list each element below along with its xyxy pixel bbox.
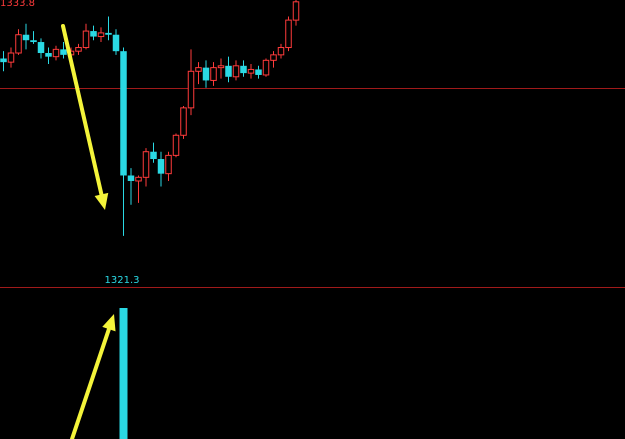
candle-body [270,54,277,61]
arrow-shaft [70,327,111,439]
candle-body [37,42,45,54]
candle-body [210,67,217,81]
candle-17 [127,168,135,205]
candle-12 [90,25,97,41]
volume-bar-16 [119,308,128,439]
candle-18 [135,175,142,203]
candle-body [285,19,292,49]
candle-38 [285,16,292,52]
candle-body [60,49,67,55]
candle-11 [82,23,90,50]
candle-6 [45,47,52,64]
low-price-label: 1321.3 [105,275,140,286]
candle-30 [225,56,232,83]
price-candles [0,0,300,236]
candle-body [255,69,262,75]
candle-body [15,34,22,54]
arrow-head [102,314,116,332]
candle-8 [60,42,67,59]
candle-32 [240,60,247,77]
candle-1 [7,47,15,68]
candle-39 [292,0,300,26]
candle-4 [30,31,37,44]
candle-26 [195,62,202,85]
candle-7 [52,45,60,61]
candle-33 [247,63,255,79]
candle-body [127,175,135,181]
candle-body [165,154,172,175]
candle-body [172,134,180,156]
candle-body [247,68,255,74]
candle-19 [142,148,150,187]
candle-35 [262,58,270,77]
candle-10 [75,43,82,55]
candle-14 [105,16,112,41]
candle-24 [180,106,187,139]
candle-body [82,30,90,49]
candle-body [142,151,150,178]
candle-body [52,48,60,58]
annotation-arrows [61,24,116,439]
candle-27 [202,60,210,88]
candle-31 [232,60,240,81]
candle-20 [150,142,157,163]
candle-body [277,47,285,56]
candle-body [157,159,165,174]
candle-29 [217,58,225,79]
candle-body [135,176,142,182]
candle-body [97,32,105,38]
candle-body [7,52,15,63]
candle-body [262,59,270,76]
candle-body [90,31,97,37]
candle-23 [172,133,180,158]
candle-body [30,40,37,43]
candle-body [22,34,30,41]
candle-body [180,107,187,136]
candle-25 [187,49,195,116]
arrow-to-volume [70,314,116,439]
candle-body [187,70,195,109]
candle-body [45,53,52,57]
candle-3 [22,23,30,50]
candle-13 [97,27,105,43]
arrow-to-low [61,24,109,210]
candle-body [217,65,225,69]
candle-body [232,65,240,78]
candle-body [195,67,202,72]
candle-36 [270,51,277,68]
candle-2 [15,29,22,55]
candle-body [240,65,247,74]
candle-0 [0,51,7,72]
candle-body [202,67,210,81]
candle-34 [255,65,262,79]
candle-22 [165,151,172,181]
candle-body [112,34,120,52]
candle-body [292,1,300,21]
volume-bars [119,308,128,439]
candle-37 [277,43,285,59]
candle-body [225,65,232,77]
arrow-head [94,192,109,210]
candle-body [105,32,112,35]
candle-16 [120,47,127,236]
candle-5 [37,38,45,59]
high-price-label: 1333.8 [0,0,35,9]
candle-body [120,51,127,176]
candle-15 [112,29,120,55]
candle-21 [157,151,165,187]
candle-28 [210,62,217,86]
candle-body [75,47,82,52]
candle-body [0,58,7,63]
arrow-shaft [61,24,104,197]
reference-lines [0,88,625,288]
candle-body [150,151,157,160]
